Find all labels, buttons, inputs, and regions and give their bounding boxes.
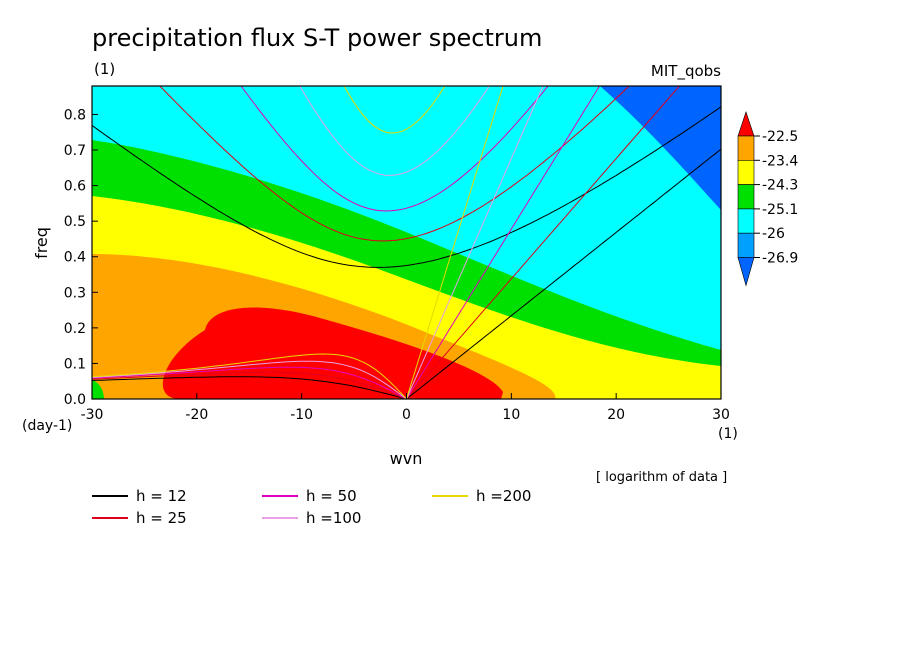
dataset-label: MIT_qobs bbox=[651, 62, 721, 81]
colorbar-segment bbox=[737, 135, 755, 161]
legend-label-h12: h = 12 bbox=[136, 487, 187, 505]
curve-rossby1-h200 bbox=[92, 353, 407, 399]
y-tick-label: 0.7 bbox=[64, 143, 86, 159]
x-tick-label: 0 bbox=[402, 407, 411, 423]
curve-rossby1-h25 bbox=[92, 371, 407, 399]
legend-label-h25: h = 25 bbox=[136, 509, 187, 527]
band-cyan-corner bbox=[92, 86, 150, 130]
curve-group-h25 bbox=[92, 86, 681, 399]
curve-group-h12 bbox=[92, 106, 721, 399]
data-note: [ logarithm of data ] bbox=[596, 470, 727, 485]
dispersion-curves bbox=[92, 86, 721, 399]
x-tick-label: -30 bbox=[81, 407, 104, 423]
curve-group-h50 bbox=[92, 86, 601, 399]
band-darkblue bbox=[600, 86, 721, 210]
contour-bands bbox=[92, 86, 721, 399]
curve-ig1-h12 bbox=[92, 106, 721, 268]
colorbar-segment bbox=[737, 208, 755, 234]
curve-ig1-h25 bbox=[159, 86, 630, 242]
y-axis-label: freq bbox=[32, 227, 51, 259]
colorbar-top-arrow bbox=[737, 111, 755, 137]
y-tick-label: 0.6 bbox=[64, 179, 86, 195]
colorbar-label: -26.9 bbox=[762, 251, 798, 267]
curve-group-h200 bbox=[92, 86, 504, 399]
curve-kelvin-h12 bbox=[406, 148, 721, 399]
curve-group-h100 bbox=[92, 86, 544, 399]
plot-area bbox=[92, 86, 721, 399]
curve-ig1-h200 bbox=[343, 86, 446, 134]
legend: h = 12 h = 25 h = 50 h =100 h =200 bbox=[92, 487, 531, 527]
y-tick-label: 0.0 bbox=[64, 392, 86, 408]
y-tick-label: 0.2 bbox=[64, 321, 86, 337]
x-tick-label: -10 bbox=[290, 407, 313, 423]
colorbar-label: -22.5 bbox=[762, 129, 798, 145]
curve-kelvin-h50 bbox=[406, 86, 601, 399]
legend-label-h50: h = 50 bbox=[306, 487, 357, 505]
curve-kelvin-h200 bbox=[406, 86, 504, 399]
colorbar: -22.5 -23.4 -24.3 -25.1 -26 -26.9 bbox=[737, 111, 798, 287]
colorbar-bottom-arrow bbox=[737, 257, 755, 287]
y-units-label: (day-1) bbox=[22, 418, 72, 434]
curve-rossby1-h50 bbox=[92, 366, 407, 399]
colorbar-label: -23.4 bbox=[762, 153, 798, 169]
colorbar-segment bbox=[737, 160, 755, 185]
units-label: (1) bbox=[94, 60, 115, 78]
y-tick-label: 0.5 bbox=[64, 214, 86, 230]
x-units-label: (1) bbox=[718, 426, 738, 442]
legend-label-h200: h =200 bbox=[476, 487, 531, 505]
band-red bbox=[162, 307, 503, 399]
colorbar-label: -24.3 bbox=[762, 178, 798, 194]
curve-ig1-h50 bbox=[240, 86, 549, 212]
x-axis-label: wvn bbox=[390, 449, 423, 468]
y-tick-label: 0.4 bbox=[64, 250, 86, 266]
x-tick-label: -20 bbox=[185, 407, 208, 423]
x-tick-label: 30 bbox=[712, 407, 730, 423]
curve-rossby1-h100 bbox=[92, 360, 407, 399]
curve-kelvin-h100 bbox=[406, 86, 544, 399]
x-tick-label: 20 bbox=[607, 407, 625, 423]
legend-label-h100: h =100 bbox=[306, 509, 361, 527]
x-axis: -30 -20 -10 0 10 20 30 bbox=[81, 393, 730, 423]
y-tick-label: 0.8 bbox=[64, 107, 86, 123]
chart-title: precipitation flux S-T power spectrum bbox=[92, 24, 542, 52]
colorbar-label: -25.1 bbox=[762, 202, 798, 218]
y-axis: 0.0 0.1 0.2 0.3 0.4 0.5 0.6 0.7 0.8 bbox=[64, 107, 98, 408]
x-tick-label: 10 bbox=[502, 407, 520, 423]
colorbar-segment bbox=[737, 232, 755, 258]
band-green-corner bbox=[92, 380, 104, 399]
curve-kelvin-h25 bbox=[406, 86, 681, 399]
colorbar-label: -26 bbox=[762, 226, 785, 242]
y-tick-label: 0.3 bbox=[64, 285, 86, 301]
curve-rossby1-h12 bbox=[92, 376, 407, 399]
curve-ig1-h100 bbox=[299, 86, 490, 176]
colorbar-segment bbox=[737, 184, 755, 210]
y-tick-label: 0.1 bbox=[64, 356, 86, 372]
